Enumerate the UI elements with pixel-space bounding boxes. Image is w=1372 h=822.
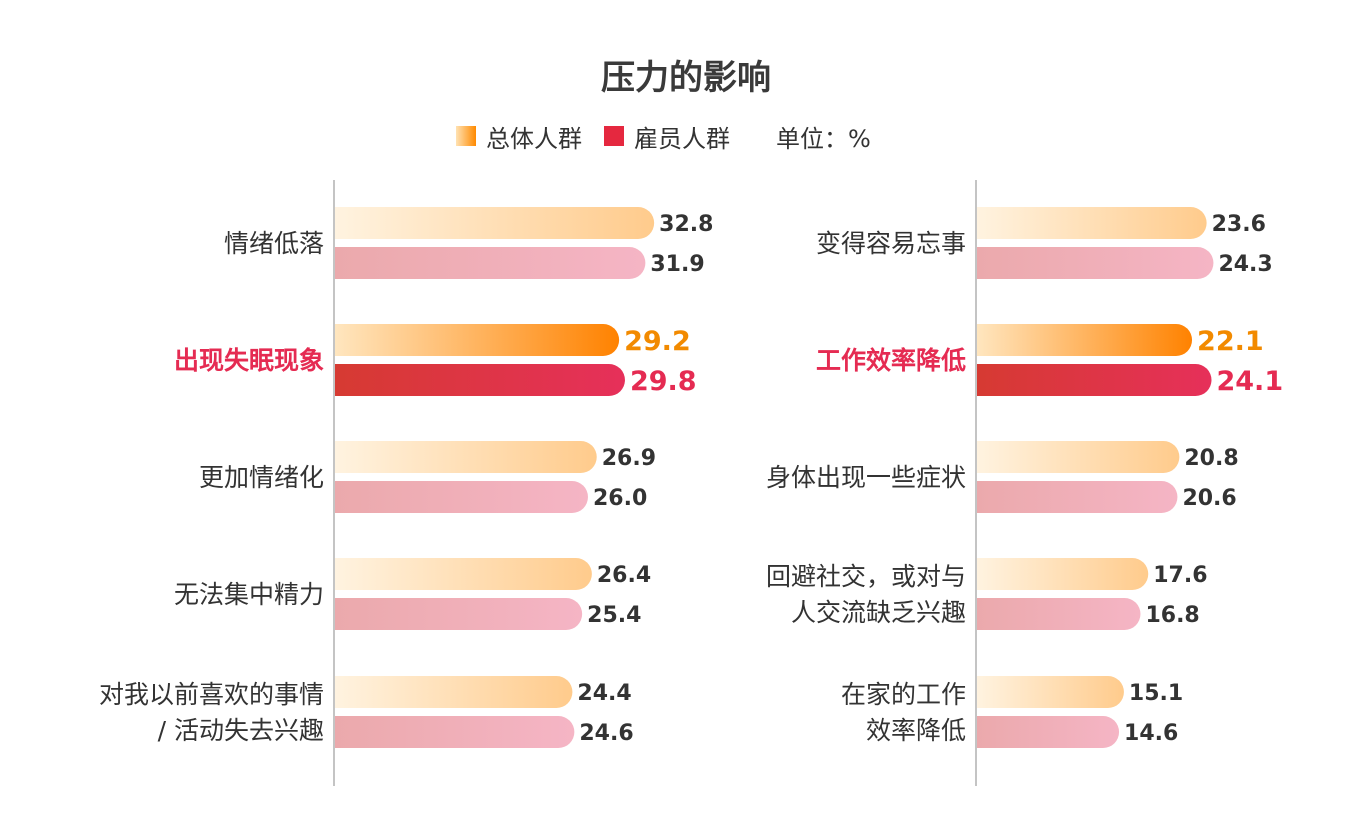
data-label: 16.8 xyxy=(1145,603,1199,628)
legend: 总体人群 雇员人群 单位：% xyxy=(456,118,871,154)
bar-total xyxy=(977,324,1193,356)
bar-total xyxy=(335,324,620,356)
bar-total xyxy=(335,558,592,590)
legend-swatch-employee xyxy=(604,126,624,146)
data-label: 26.4 xyxy=(597,563,651,588)
bar-total xyxy=(335,441,597,473)
data-label: 23.6 xyxy=(1212,212,1266,237)
data-label: 31.9 xyxy=(650,252,704,277)
bar-employee xyxy=(977,364,1212,396)
bar-employee xyxy=(335,481,588,513)
data-label: 25.4 xyxy=(587,603,641,628)
data-label: 24.3 xyxy=(1218,252,1272,277)
category-label: 出现失眠现象 xyxy=(174,346,324,375)
data-label: 24.1 xyxy=(1216,366,1283,397)
legend-label-total: 总体人群 xyxy=(486,124,582,153)
data-label: 14.6 xyxy=(1124,721,1178,746)
data-label: 17.6 xyxy=(1153,563,1207,588)
bar-employee xyxy=(977,247,1214,279)
data-label: 24.4 xyxy=(577,681,631,706)
bar-total xyxy=(977,207,1207,239)
data-label: 32.8 xyxy=(659,212,713,237)
bar-total xyxy=(977,558,1149,590)
bar-total xyxy=(977,676,1124,708)
category-label: 工作效率降低 xyxy=(816,346,966,375)
bar-employee xyxy=(335,364,625,396)
bar-total xyxy=(335,207,655,239)
data-label: 26.0 xyxy=(593,486,647,511)
data-label: 29.2 xyxy=(624,326,691,357)
legend-item-employee: 雇员人群 xyxy=(604,119,730,154)
category-label: 更加情绪化 xyxy=(199,463,324,492)
category-label: 身体出现一些症状 xyxy=(766,463,966,492)
data-label: 26.9 xyxy=(602,446,656,471)
category-label: 人交流缺乏兴趣 xyxy=(791,598,966,627)
data-label: 22.1 xyxy=(1197,326,1264,357)
bar-employee xyxy=(335,598,583,630)
chart-title: 压力的影响 xyxy=(601,58,771,98)
category-label: 效率降低 xyxy=(866,716,966,745)
category-label: / 活动失去兴趣 xyxy=(158,716,324,745)
bar-total xyxy=(977,441,1180,473)
data-label: 15.1 xyxy=(1129,681,1183,706)
legend-label-employee: 雇员人群 xyxy=(634,124,730,153)
bar-employee xyxy=(335,716,575,748)
bar-total xyxy=(335,676,573,708)
bar-employee xyxy=(977,481,1178,513)
bar-employee xyxy=(335,247,646,279)
data-label: 20.6 xyxy=(1182,486,1236,511)
category-label: 无法集中精力 xyxy=(174,580,324,609)
data-label: 29.8 xyxy=(630,366,697,397)
category-label: 情绪低落 xyxy=(224,229,324,258)
unit-label: 单位：% xyxy=(776,124,871,153)
category-label: 对我以前喜欢的事情 xyxy=(99,680,324,709)
legend-swatch-total xyxy=(456,126,476,146)
legend-item-total: 总体人群 xyxy=(456,119,582,154)
data-label: 20.8 xyxy=(1184,446,1238,471)
category-label: 回避社交，或对与 xyxy=(766,562,966,591)
bar-employee xyxy=(977,716,1120,748)
bar-employee xyxy=(977,598,1141,630)
category-label: 变得容易忘事 xyxy=(816,229,966,258)
category-label: 在家的工作 xyxy=(841,680,966,709)
data-label: 24.6 xyxy=(579,721,633,746)
